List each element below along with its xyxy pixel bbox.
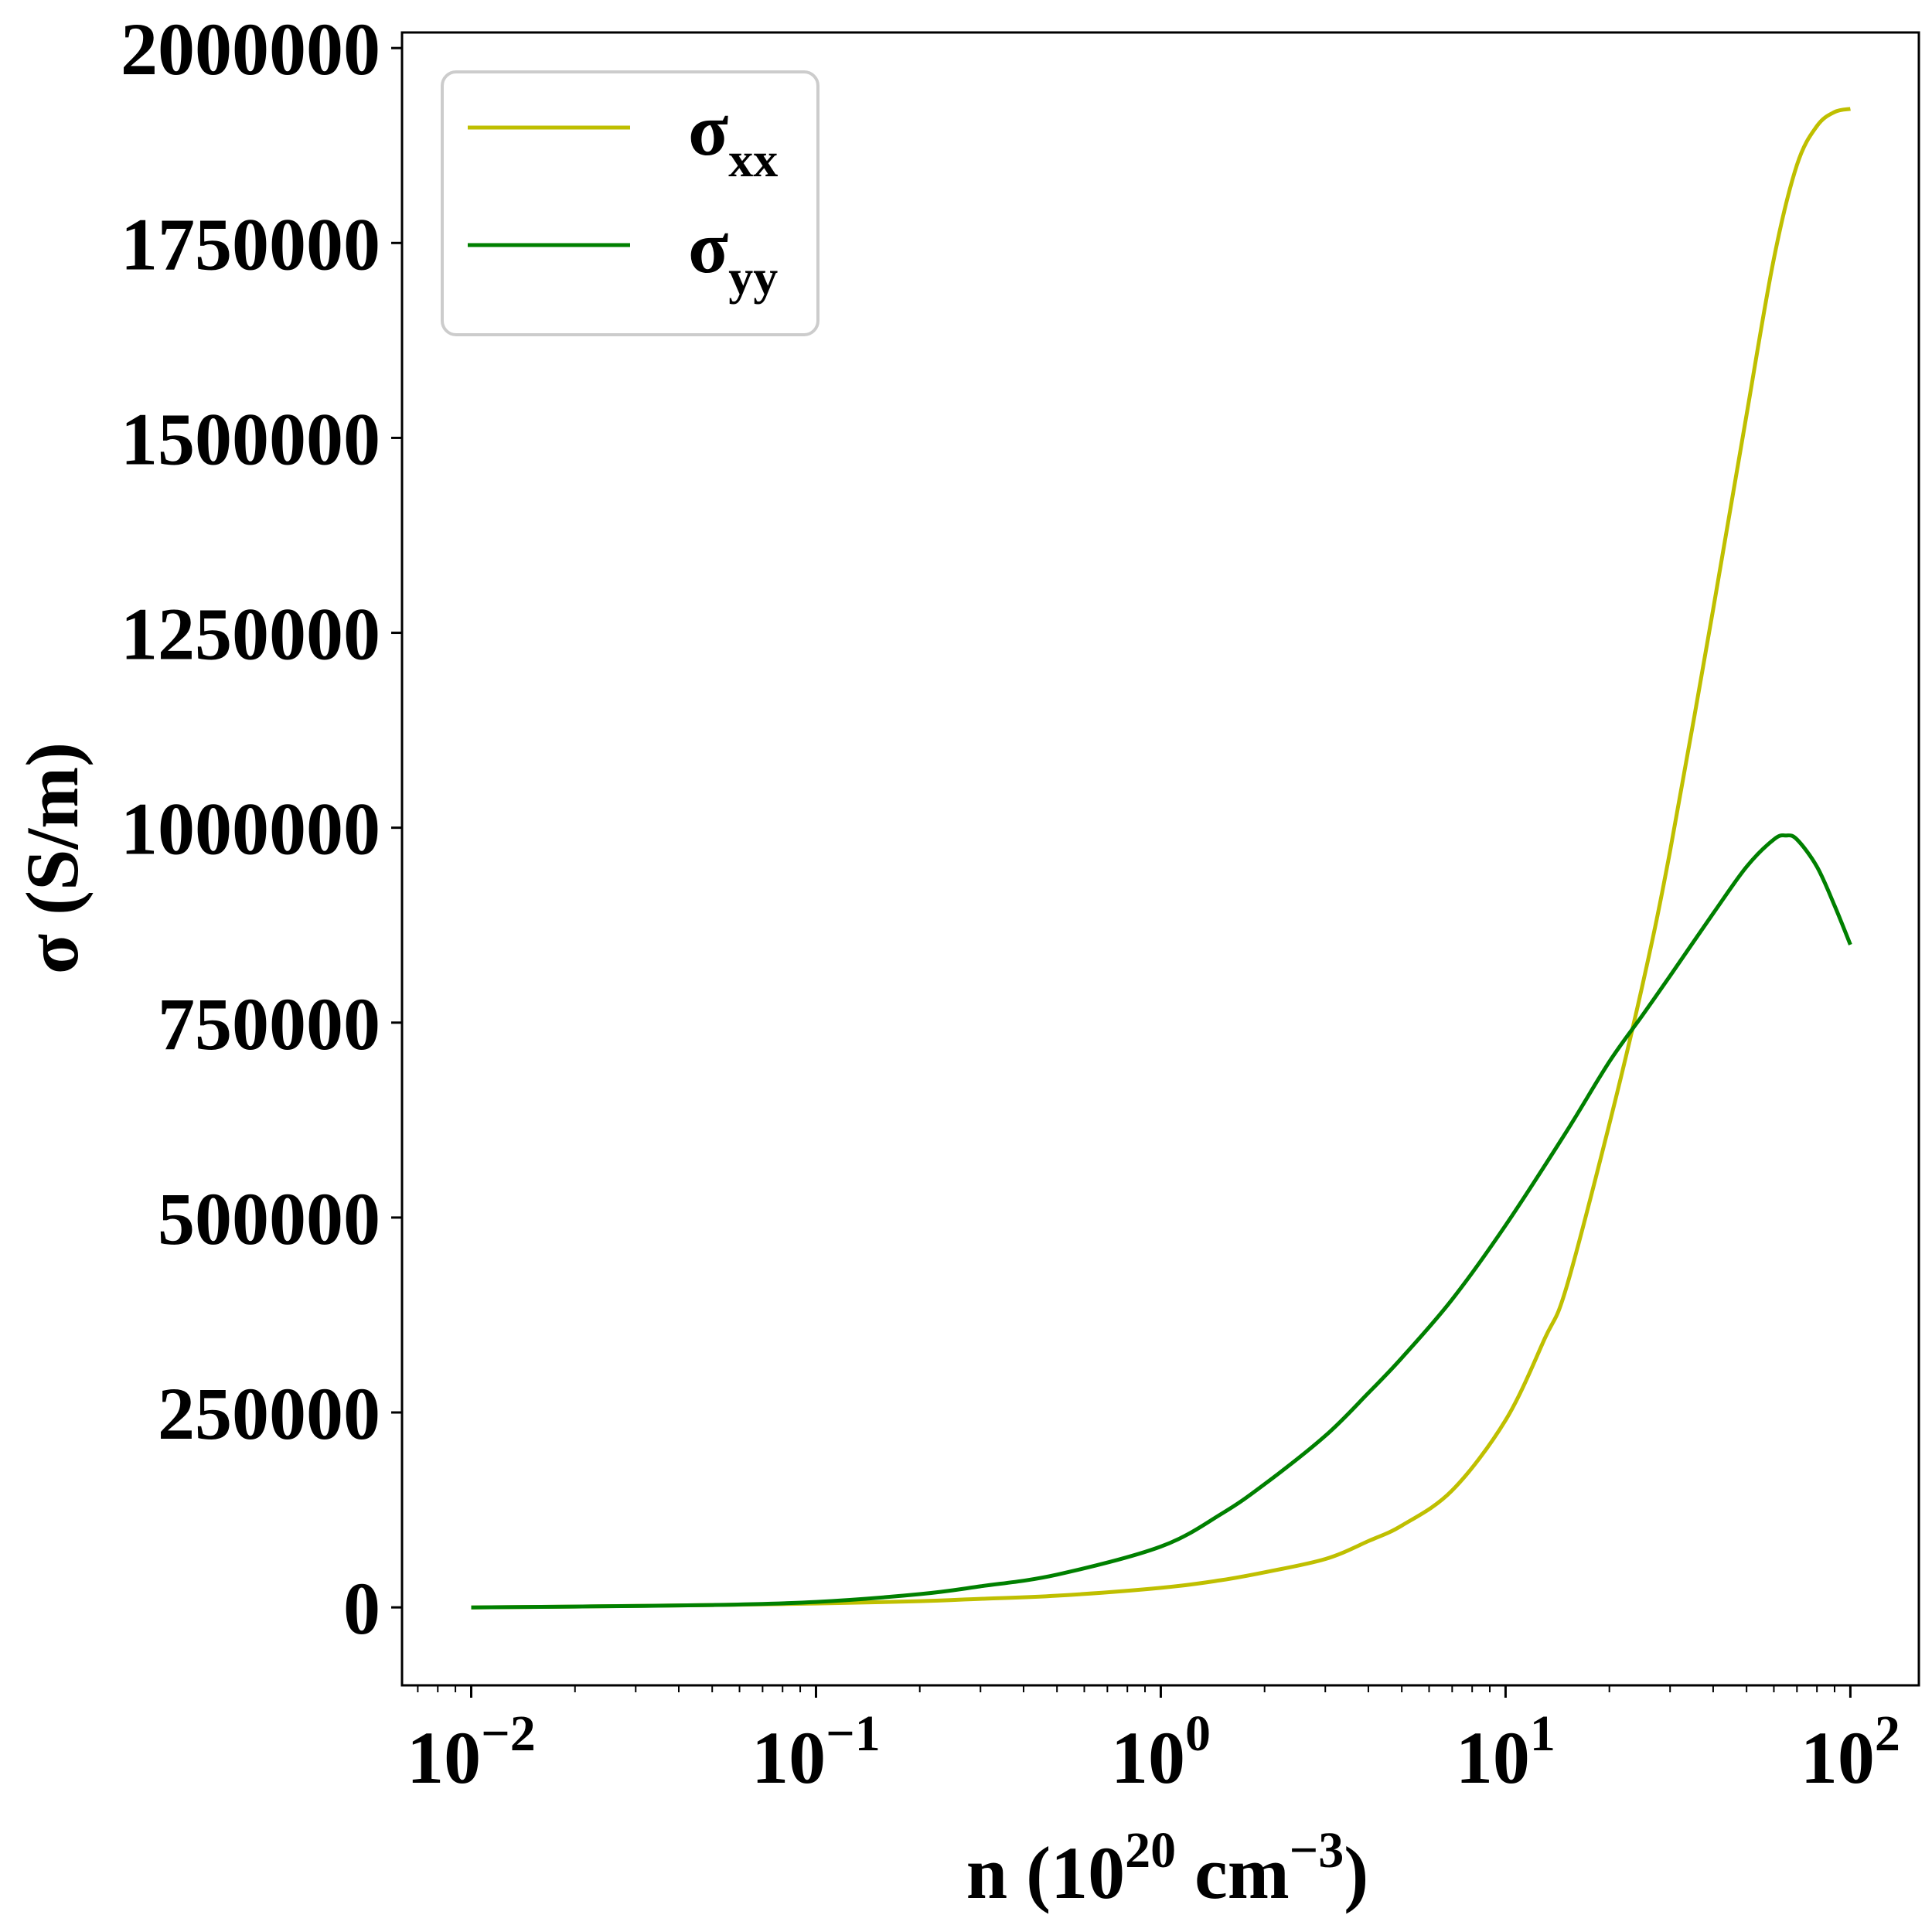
legend: σxx σyy [441,70,819,336]
x-tick-label-4: 102 [1801,1705,1900,1799]
legend-label-sigma-yy: σyy [688,206,778,305]
tick-labels: 0 250000 500000 750000 1000000 1250000 1500000… [121,8,1900,1799]
y-tick-label-1: 250000 [158,1372,380,1455]
series-line-1 [471,833,1852,1610]
y-tick-label-2: 500000 [158,1177,380,1260]
y-tick-label-0: 0 [343,1567,380,1650]
series-lines [471,107,1852,1610]
x-tick-label-1: 10−1 [751,1705,881,1799]
x-tick-label-2: 100 [1111,1705,1211,1799]
y-tick-label-3: 750000 [158,983,380,1065]
legend-label-sigma-xx: σxx [688,88,778,187]
y-tick-label-7: 1750000 [121,203,380,285]
y-tick-label-5: 1250000 [121,593,380,676]
axis-ticks [391,46,1852,1698]
series-line-0 [471,107,1851,1610]
plot-frame [400,31,1920,1687]
y-tick-label-8: 2000000 [121,8,380,90]
x-tick-label-0: 10−2 [407,1705,536,1799]
x-tick-label-3: 101 [1456,1705,1555,1799]
legend-box [441,70,819,336]
x-axis-title: n (1020 cm−3) [966,1822,1369,1914]
y-tick-label-4: 1000000 [121,788,380,871]
y-axis-title: σ (S/m) [11,742,94,974]
y-tick-label-6: 1500000 [121,397,380,480]
